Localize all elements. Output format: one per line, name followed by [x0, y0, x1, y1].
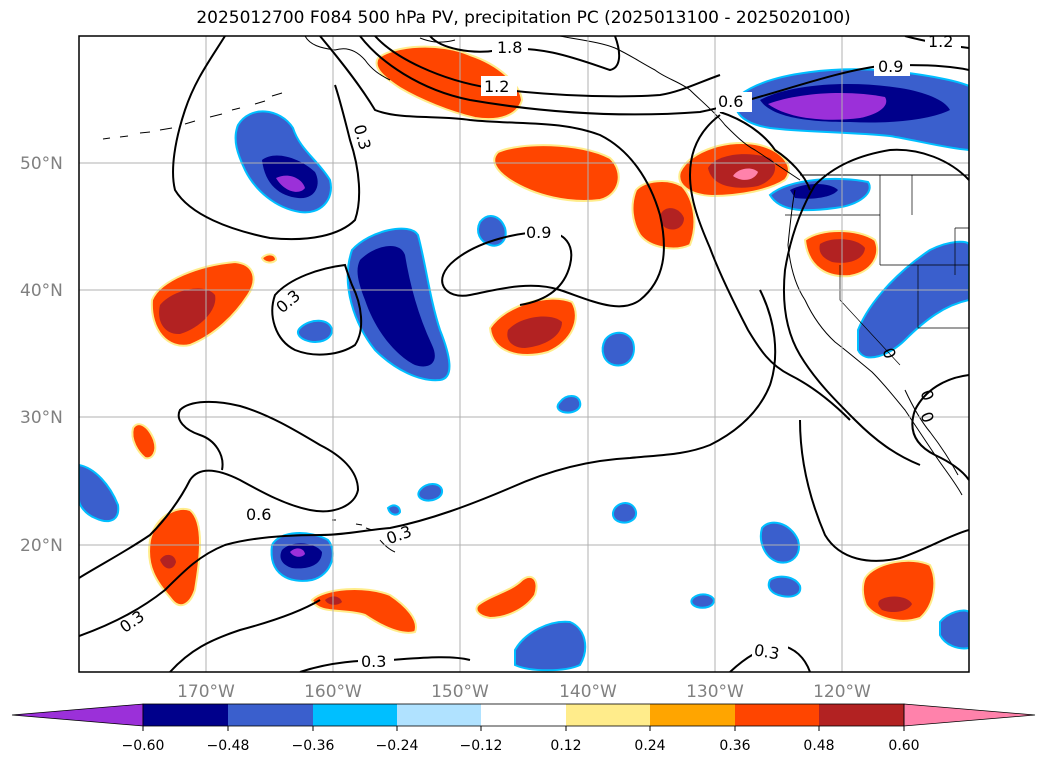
contour-label-0-9-north: 0.9	[878, 57, 903, 76]
contour-0-6-outer	[79, 400, 360, 579]
lat-label-40n: 40°N	[20, 281, 63, 301]
negative-precip-areas	[79, 68, 969, 672]
pos-area-south-2	[475, 575, 538, 620]
contour-1-2-a	[374, 36, 721, 98]
neg-area-small-7	[690, 593, 716, 609]
map-frame	[78, 35, 970, 673]
contour-label-0-3-bottom: 0.3	[361, 652, 386, 671]
longitude-labels: 170°W 160°W 150°W 140°W 130°W 120°W	[177, 682, 871, 702]
lat-label-20n: 20°N	[20, 536, 63, 556]
lon-label-150w: 150°W	[431, 682, 489, 702]
positive-precip-areas	[131, 45, 936, 634]
state-borders	[785, 175, 969, 366]
contour-label-0-6-outer: 0.6	[246, 505, 271, 524]
neg-area-ne-pacific-peak	[768, 92, 887, 120]
pos-area-sw	[148, 507, 201, 607]
neg-area-se-2	[767, 575, 802, 598]
colorbar-swatch-2	[228, 704, 313, 726]
contour-0-east-loop	[782, 148, 969, 466]
colorbar-extend-right	[903, 703, 1036, 727]
baja-coast	[904, 389, 959, 476]
contour-label-1-2-b: 1.2	[928, 32, 953, 51]
lon-label-120w: 120°W	[813, 682, 871, 702]
contour-label-0-6-north: 0.6	[718, 92, 743, 111]
neg-area-small-5	[417, 483, 444, 502]
colorbar-tick-label-9: 0.48	[803, 738, 834, 754]
neg-area-hawaii-peak	[290, 548, 305, 557]
lon-label-140w: 140°W	[559, 682, 617, 702]
contour-1-8	[429, 36, 621, 72]
contour-0-east-inner	[911, 374, 969, 481]
colorbar-swatch-8	[735, 704, 819, 726]
colorbar-tick-label-7: 0.24	[634, 738, 665, 754]
colorbar-extend-left	[11, 703, 144, 727]
neg-area-small-3	[601, 331, 635, 367]
map-title: 2025012700 F084 500 hPa PV, precipitatio…	[196, 8, 851, 28]
neg-area-small-8	[386, 504, 402, 516]
neg-area-south-central	[514, 620, 587, 672]
pos-area-sw-core	[160, 554, 176, 569]
pos-area-vancouver-peak	[733, 168, 758, 180]
lon-label-170w: 170°W	[177, 682, 235, 702]
colorbar-swatch-4	[397, 704, 481, 726]
neg-area-se-1	[759, 521, 800, 564]
colorbar-swatch-7	[650, 704, 735, 726]
colorbar-swatch-3	[313, 704, 397, 726]
pos-area-offshore-core	[659, 208, 684, 230]
colorbar-tick-label-1: −0.60	[122, 738, 165, 754]
pos-area-southeast-core	[878, 596, 912, 612]
colorbar: −0.60 −0.48 −0.36 −0.24 −0.12 0.12 0.24 …	[11, 703, 1036, 754]
colorbar-tick-label-6: 0.12	[550, 738, 581, 754]
neg-area-oregon-core	[790, 184, 838, 199]
neg-area-small-4	[556, 395, 582, 414]
neg-area-west-edge	[79, 463, 120, 523]
contour-label-1-8: 1.8	[497, 38, 522, 57]
colorbar-tick-label-4: −0.24	[376, 738, 419, 754]
pos-area-gulf-alaska	[375, 45, 524, 120]
aleutian-islands	[102, 92, 283, 140]
colorbar-tick-label-3: −0.36	[292, 738, 335, 754]
contour-0-3-south	[79, 289, 777, 637]
contour-label-1-2-a: 1.2	[484, 77, 509, 96]
pos-area-southeast	[861, 559, 936, 622]
lon-label-160w: 160°W	[304, 682, 362, 702]
neg-area-central-core	[357, 245, 435, 367]
neg-area-california	[857, 240, 969, 359]
lon-label-130w: 130°W	[686, 682, 744, 702]
map-layers: 1.8 1.2 1.2 0.9 0.6 0.3 0.9 0.3 0.6 0.3 …	[79, 32, 969, 672]
colorbar-ticks	[142, 726, 905, 731]
colorbar-swatch-1	[143, 704, 228, 726]
neg-area-se-3	[939, 609, 969, 650]
colorbar-frame	[142, 703, 905, 727]
colorbar-tick-label-5: −0.12	[460, 738, 503, 754]
neg-area-small-2	[296, 319, 334, 343]
lat-label-30n: 30°N	[20, 408, 63, 428]
colorbar-tick-label-8: 0.36	[719, 738, 750, 754]
colorbar-swatch-5	[481, 704, 566, 726]
colorbar-tick-label-10: 0.60	[888, 738, 919, 754]
latitude-labels: 50°N 40°N 30°N 20°N	[20, 154, 63, 556]
contour-0-9-east	[688, 114, 851, 421]
contour-0-3-lower	[169, 599, 321, 672]
colorbar-swatch-6	[566, 704, 650, 726]
contour-0-3-central	[271, 263, 363, 356]
colorbar-tick-label-2: −0.48	[207, 738, 250, 754]
lat-label-50n: 50°N	[20, 154, 63, 174]
pos-area-small-b	[131, 423, 157, 460]
hawaii-islands	[332, 519, 396, 553]
contour-0-3-east	[799, 419, 969, 562]
contour-0-3-west	[172, 36, 361, 241]
colorbar-swatch-9	[819, 704, 904, 726]
pos-area-central-east-core	[507, 316, 562, 348]
neg-area-aleutian-peak	[276, 175, 305, 192]
pos-area-west-central-core	[159, 288, 216, 335]
contour-label-0-9-central: 0.9	[526, 223, 551, 242]
neg-area-small-6	[611, 502, 638, 524]
pos-area-small-a	[260, 253, 278, 264]
contour-label-0-3-se: 0.3	[753, 640, 781, 663]
contour-0-6-east	[719, 111, 811, 191]
